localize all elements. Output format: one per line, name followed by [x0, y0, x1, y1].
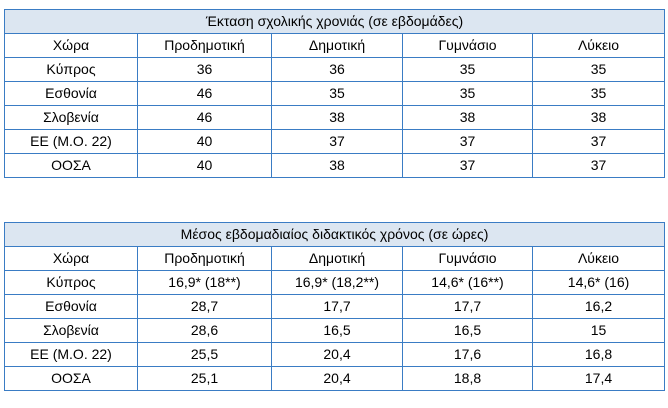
value-cell: 28,7	[137, 294, 272, 319]
value-cell: 17,4	[531, 366, 666, 391]
country-cell: Κύπρος	[4, 270, 138, 295]
value-cell: 25,5	[137, 342, 272, 367]
value-cell: 16,9* (18,2**)	[271, 270, 403, 295]
table-header-row: Χώρα Προδημοτική Δημοτική Γυμνάσιο Λύκει…	[4, 246, 666, 271]
column-header: Λύκειο	[531, 246, 666, 271]
column-header: Γυμνάσιο	[402, 33, 533, 58]
country-cell: Σλοβενία	[4, 105, 138, 130]
school-year-weeks-table: Έκταση σχολικής χρονιάς (σε εβδομάδες) Χ…	[3, 9, 666, 178]
weekly-teaching-hours-table: Μέσος εβδομαδιαίος διδακτικός χρόνος (σε…	[3, 222, 666, 391]
column-header: Γυμνάσιο	[402, 246, 533, 271]
table-header-row: Χώρα Προδημοτική Δημοτική Γυμνάσιο Λύκει…	[4, 33, 666, 58]
value-cell: 28,6	[137, 318, 272, 343]
table-title-row: Έκταση σχολικής χρονιάς (σε εβδομάδες)	[3, 9, 666, 34]
country-cell: ΟΟΣΑ	[4, 366, 138, 391]
table-row: ΟΟΣΑ 40 38 37 37	[4, 153, 666, 178]
value-cell: 14,6* (16)	[531, 270, 666, 295]
table-row: Εσθονία 28,7 17,7 17,7 16,2	[4, 294, 666, 319]
country-cell: Εσθονία	[4, 81, 138, 106]
value-cell: 14,6* (16**)	[402, 270, 533, 295]
value-cell: 46	[137, 81, 272, 106]
value-cell: 17,7	[271, 294, 403, 319]
value-cell: 38	[402, 105, 533, 130]
value-cell: 35	[402, 57, 533, 82]
value-cell: 36	[137, 57, 272, 82]
value-cell: 40	[137, 153, 272, 178]
column-header: Λύκειο	[531, 33, 666, 58]
column-header: Προδημοτική	[137, 33, 272, 58]
value-cell: 20,4	[271, 342, 403, 367]
value-cell: 36	[271, 57, 403, 82]
country-cell: Κύπρος	[4, 57, 138, 82]
value-cell: 40	[137, 129, 272, 154]
table-row: ΕΕ (Μ.Ο. 22) 25,5 20,4 17,6 16,8	[4, 342, 666, 367]
table-title-row: Μέσος εβδομαδιαίος διδακτικός χρόνος (σε…	[3, 222, 666, 247]
value-cell: 16,2	[531, 294, 666, 319]
value-cell: 15	[531, 318, 666, 343]
table-row: ΕΕ (Μ.Ο. 22) 40 37 37 37	[4, 129, 666, 154]
table-row: Σλοβενία 46 38 38 38	[4, 105, 666, 130]
value-cell: 35	[271, 81, 403, 106]
value-cell: 17,7	[402, 294, 533, 319]
value-cell: 16,5	[402, 318, 533, 343]
country-cell: ΕΕ (Μ.Ο. 22)	[4, 342, 138, 367]
value-cell: 38	[271, 153, 403, 178]
table-row: Κύπρος 16,9* (18**) 16,9* (18,2**) 14,6*…	[4, 270, 666, 295]
column-header: Χώρα	[4, 33, 138, 58]
value-cell: 17,6	[402, 342, 533, 367]
value-cell: 16,5	[271, 318, 403, 343]
country-cell: Σλοβενία	[4, 318, 138, 343]
value-cell: 37	[531, 129, 666, 154]
value-cell: 25,1	[137, 366, 272, 391]
value-cell: 20,4	[271, 366, 403, 391]
column-header: Χώρα	[4, 246, 138, 271]
column-header: Δημοτική	[271, 246, 403, 271]
country-cell: ΕΕ (Μ.Ο. 22)	[4, 129, 138, 154]
country-cell: Εσθονία	[4, 294, 138, 319]
table-row: Κύπρος 36 36 35 35	[4, 57, 666, 82]
value-cell: 16,9* (18**)	[137, 270, 272, 295]
value-cell: 35	[531, 81, 666, 106]
value-cell: 16,8	[531, 342, 666, 367]
value-cell: 35	[402, 81, 533, 106]
country-cell: ΟΟΣΑ	[4, 153, 138, 178]
value-cell: 37	[271, 129, 403, 154]
value-cell: 38	[271, 105, 403, 130]
table-row: Εσθονία 46 35 35 35	[4, 81, 666, 106]
table-row: ΟΟΣΑ 25,1 20,4 18,8 17,4	[4, 366, 666, 391]
table-row: Σλοβενία 28,6 16,5 16,5 15	[4, 318, 666, 343]
table-title: Μέσος εβδομαδιαίος διδακτικός χρόνος (σε…	[3, 222, 666, 247]
value-cell: 35	[531, 57, 666, 82]
column-header: Προδημοτική	[137, 246, 272, 271]
column-header: Δημοτική	[271, 33, 403, 58]
value-cell: 46	[137, 105, 272, 130]
value-cell: 38	[531, 105, 666, 130]
table-title: Έκταση σχολικής χρονιάς (σε εβδομάδες)	[3, 9, 666, 34]
value-cell: 18,8	[402, 366, 533, 391]
value-cell: 37	[531, 153, 666, 178]
value-cell: 37	[402, 129, 533, 154]
value-cell: 37	[402, 153, 533, 178]
